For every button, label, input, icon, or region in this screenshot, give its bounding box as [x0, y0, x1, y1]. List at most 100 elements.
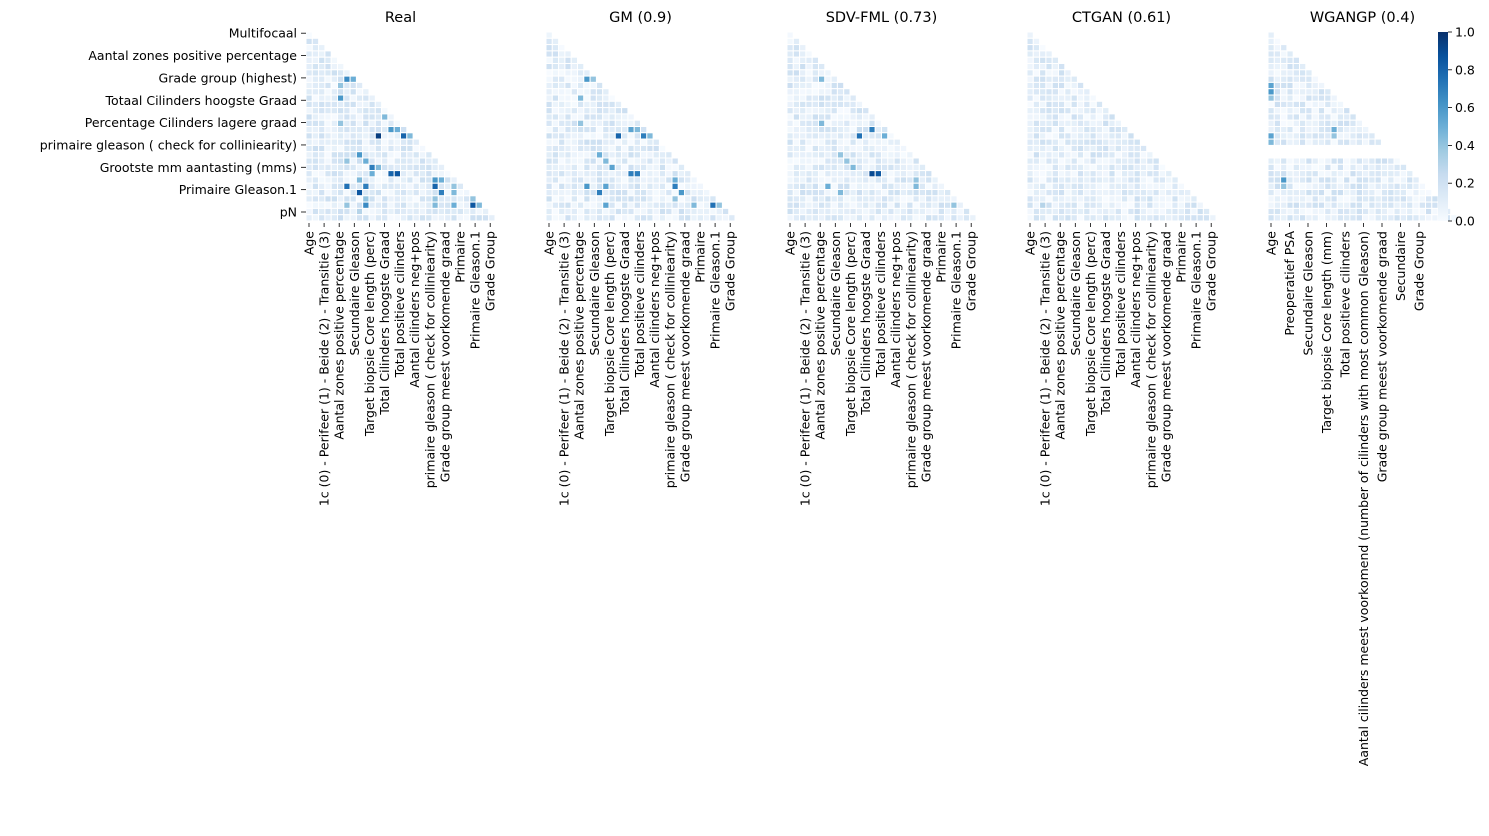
heatmap-cell [1280, 214, 1288, 222]
heatmap-cell [595, 88, 604, 96]
heatmap-cell [387, 119, 395, 127]
heatmap-cell [595, 126, 604, 134]
heatmap-cell [1108, 170, 1116, 178]
heatmap-cell [830, 100, 838, 109]
heatmap-cell [318, 182, 326, 190]
heatmap-cell [1058, 144, 1066, 153]
heatmap-cell [633, 119, 642, 127]
heatmap-cell [786, 157, 794, 165]
heatmap-cell [1064, 157, 1072, 165]
heatmap-cell [305, 157, 313, 165]
heatmap-cell [1305, 126, 1313, 134]
heatmap-cell [564, 201, 572, 209]
heatmap-cell [1158, 201, 1167, 209]
heatmap-cell [1324, 189, 1332, 197]
heatmap-cell [1336, 107, 1345, 115]
heatmap-cell [633, 138, 642, 146]
heatmap-cell [1139, 214, 1148, 222]
heatmap-cell [418, 176, 427, 184]
heatmap-cell [1355, 170, 1363, 178]
heatmap-cell [684, 207, 692, 216]
heatmap-cell [1089, 126, 1097, 134]
x-tick-label: 1c (0) - Perifeer (1) - Beide (2) - Tran… [317, 231, 332, 506]
heatmap-cell [1280, 138, 1288, 146]
heatmap-cell [950, 195, 958, 203]
y-tick-label: Aantal zones positive percentage [88, 48, 297, 63]
heatmap-cell [1292, 63, 1300, 71]
heatmap-cell [1076, 151, 1085, 159]
heatmap-cell [1380, 163, 1389, 172]
heatmap-cell [1102, 151, 1110, 159]
heatmap-cell [1089, 113, 1097, 121]
heatmap-cell [1355, 176, 1363, 184]
heatmap-cell [1039, 201, 1047, 209]
heatmap-cell [1286, 138, 1294, 146]
heatmap-cell [881, 151, 889, 159]
heatmap-cell [583, 81, 591, 90]
heatmap-cell [1324, 107, 1332, 115]
heatmap-cell [412, 214, 420, 222]
heatmap-cell [1032, 37, 1041, 46]
heatmap-cell [1184, 195, 1192, 203]
heatmap-cell [602, 214, 610, 222]
heatmap-cell [658, 201, 667, 209]
heatmap-cell [1343, 195, 1351, 203]
heatmap-cell [918, 189, 927, 197]
heatmap-cell [349, 182, 357, 190]
heatmap-cell [1343, 214, 1351, 222]
heatmap-cell [899, 144, 908, 153]
heatmap-cell [589, 201, 597, 209]
heatmap-cell [1133, 214, 1141, 222]
heatmap-cell [836, 201, 845, 209]
heatmap-cell [1114, 182, 1122, 190]
heatmap-cell [1152, 189, 1160, 197]
heatmap-cell [818, 75, 826, 83]
heatmap-cell [1083, 107, 1091, 115]
heatmap-cell [1280, 132, 1288, 140]
heatmap-cell [792, 88, 801, 96]
colorbar-tick-label: 0.0 [1455, 214, 1475, 229]
heatmap-cell [437, 201, 446, 209]
heatmap-cell [912, 201, 920, 209]
heatmap-cell [824, 189, 832, 197]
heatmap-cell [925, 189, 933, 197]
heatmap-cell [577, 81, 585, 90]
heatmap-cell [1273, 201, 1282, 209]
heatmap-cell [805, 69, 813, 77]
heatmap-cell [545, 170, 553, 178]
heatmap-cell [652, 157, 660, 165]
heatmap-cell [621, 182, 629, 190]
heatmap-cell [1032, 144, 1041, 153]
heatmap-cell [906, 201, 914, 209]
heatmap-cell [1349, 132, 1357, 140]
heatmap-cell [862, 132, 870, 140]
heatmap-cell [1280, 107, 1288, 115]
heatmap-cell [469, 207, 477, 216]
heatmap-cell [324, 100, 332, 109]
heatmap-cell [583, 214, 591, 222]
heatmap-cell [855, 176, 864, 184]
heatmap-cell [658, 214, 667, 222]
heatmap-cell [602, 176, 610, 184]
heatmap-cell [696, 201, 705, 209]
heatmap-cell [1336, 201, 1345, 209]
heatmap-cell [799, 56, 807, 65]
heatmap-cell [1127, 189, 1135, 197]
heatmap-cell [1273, 107, 1282, 115]
heatmap-cell [811, 144, 820, 153]
heatmap-cell [925, 182, 933, 190]
heatmap-cell [1083, 163, 1091, 172]
heatmap-cell [1127, 201, 1135, 209]
heatmap-cell [1399, 201, 1408, 209]
heatmap-cell [551, 126, 560, 134]
heatmap-cell [381, 207, 389, 216]
heatmap-cell [874, 201, 883, 209]
heatmap-cell [602, 126, 610, 134]
heatmap-cell [1431, 207, 1439, 216]
heatmap-cell [684, 182, 692, 190]
heatmap-cell [836, 144, 845, 153]
heatmap-cell [1051, 201, 1059, 209]
heatmap-cell [564, 144, 572, 153]
heatmap-cell [614, 132, 623, 140]
heatmap-cell [305, 107, 313, 115]
